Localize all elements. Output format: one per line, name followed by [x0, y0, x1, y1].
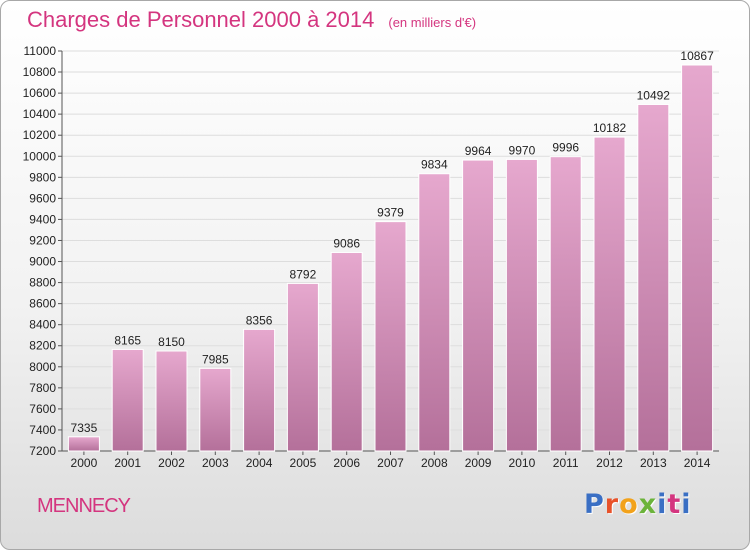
y-tick-label: 9200 — [29, 233, 56, 247]
bar-2007 — [374, 221, 407, 452]
x-tick-label-2010: 2010 — [509, 456, 536, 470]
bar-2013 — [637, 103, 670, 452]
x-tick-label-2001: 2001 — [114, 456, 141, 470]
data-label-2006: 9086 — [333, 236, 360, 250]
bars — [67, 64, 714, 452]
y-tick-label: 9400 — [29, 212, 56, 226]
logo-letter: x — [638, 489, 658, 520]
x-tick-label-2004: 2004 — [246, 456, 273, 470]
x-tick-label-2003: 2003 — [202, 456, 229, 470]
data-label-2004: 8356 — [246, 313, 273, 327]
bar-2000 — [67, 436, 100, 452]
bar-2008 — [418, 173, 451, 452]
data-label-2007: 9379 — [377, 206, 404, 220]
bar-2001 — [111, 348, 144, 452]
bar-2009 — [462, 159, 495, 452]
y-tick-label: 10000 — [23, 149, 57, 163]
bar-2002 — [155, 350, 188, 452]
data-labels: 7335 8165 8150 7985 8356 8792 9086 9379 9834 9964… — [71, 49, 715, 435]
bar-2011 — [549, 156, 582, 452]
x-tick-label-2006: 2006 — [333, 456, 360, 470]
x-tick-label-2000: 2000 — [71, 456, 98, 470]
logo-letter: i — [681, 489, 692, 520]
data-label-2014: 10867 — [680, 49, 714, 63]
proxiti-logo: Proxiti — [584, 489, 692, 520]
bar-2003 — [199, 367, 232, 452]
logo-letter: r — [604, 489, 620, 520]
logo-letter: o — [619, 489, 639, 520]
logo-letter: i — [657, 489, 668, 520]
y-tick-label: 7200 — [29, 444, 56, 458]
chart-title: Charges de Personnel 2000 à 2014 (en mill… — [27, 7, 476, 33]
bar-2005 — [286, 282, 319, 452]
y-tick-label: 10600 — [23, 86, 57, 100]
data-label-2008: 9834 — [421, 158, 448, 172]
logo-letter: t — [667, 489, 682, 520]
bar-2010 — [505, 158, 538, 452]
logo-letter: P — [584, 489, 605, 520]
data-label-2000: 7335 — [71, 421, 98, 435]
x-tick-label-2007: 2007 — [377, 456, 404, 470]
data-label-2003: 7985 — [202, 352, 229, 366]
y-tick-label: 8200 — [29, 339, 56, 353]
data-label-2012: 10182 — [593, 121, 627, 135]
y-tick-label: 9800 — [29, 170, 56, 184]
bar-2004 — [243, 328, 276, 452]
y-tick-label: 10800 — [23, 65, 57, 79]
y-tick-label: 8800 — [29, 276, 56, 290]
data-label-2001: 8165 — [114, 333, 141, 347]
y-tick-labels: 7200 7400 7600 7800 8000 8200 8400 8600 8800 9000… — [23, 44, 57, 458]
x-tick-labels: 2000 2001 2002 2003 2004 2005 2006 2007 2008 2009… — [71, 456, 711, 470]
y-tick-label: 10400 — [23, 107, 57, 121]
y-tick-label: 7800 — [29, 381, 56, 395]
y-tick-label: 7600 — [29, 402, 56, 416]
data-label-2010: 9970 — [509, 143, 536, 157]
y-tick-label: 8600 — [29, 297, 56, 311]
chart-subtitle: (en milliers d'€) — [388, 15, 477, 30]
data-label-2011: 9996 — [552, 141, 579, 155]
city-name: MENNECY — [37, 495, 131, 517]
bar-2006 — [330, 251, 363, 452]
y-tick-label: 9600 — [29, 191, 56, 205]
data-label-2013: 10492 — [637, 88, 671, 102]
y-tick-label: 8000 — [29, 360, 56, 374]
y-tick-label: 9000 — [29, 255, 56, 269]
data-label-2005: 8792 — [290, 267, 317, 281]
x-tick-label-2013: 2013 — [640, 456, 667, 470]
x-tick-label-2002: 2002 — [158, 456, 185, 470]
y-tick-label: 7400 — [29, 423, 56, 437]
y-tick-label: 10200 — [23, 128, 57, 142]
bar-2014 — [681, 64, 714, 452]
x-tick-label-2005: 2005 — [290, 456, 317, 470]
x-tick-label-2011: 2011 — [553, 456, 579, 470]
x-tick-label-2008: 2008 — [421, 456, 448, 470]
x-tick-label-2012: 2012 — [596, 456, 623, 470]
chart-title-text: Charges de Personnel 2000 à 2014 — [27, 7, 375, 32]
data-label-2009: 9964 — [465, 144, 492, 158]
y-tick-label: 8400 — [29, 318, 56, 332]
data-label-2002: 8150 — [158, 335, 185, 349]
bar-2012 — [593, 136, 626, 452]
y-tick-label: 11000 — [24, 44, 57, 58]
x-tick-label-2009: 2009 — [465, 456, 492, 470]
x-tick-label-2014: 2014 — [684, 456, 711, 470]
